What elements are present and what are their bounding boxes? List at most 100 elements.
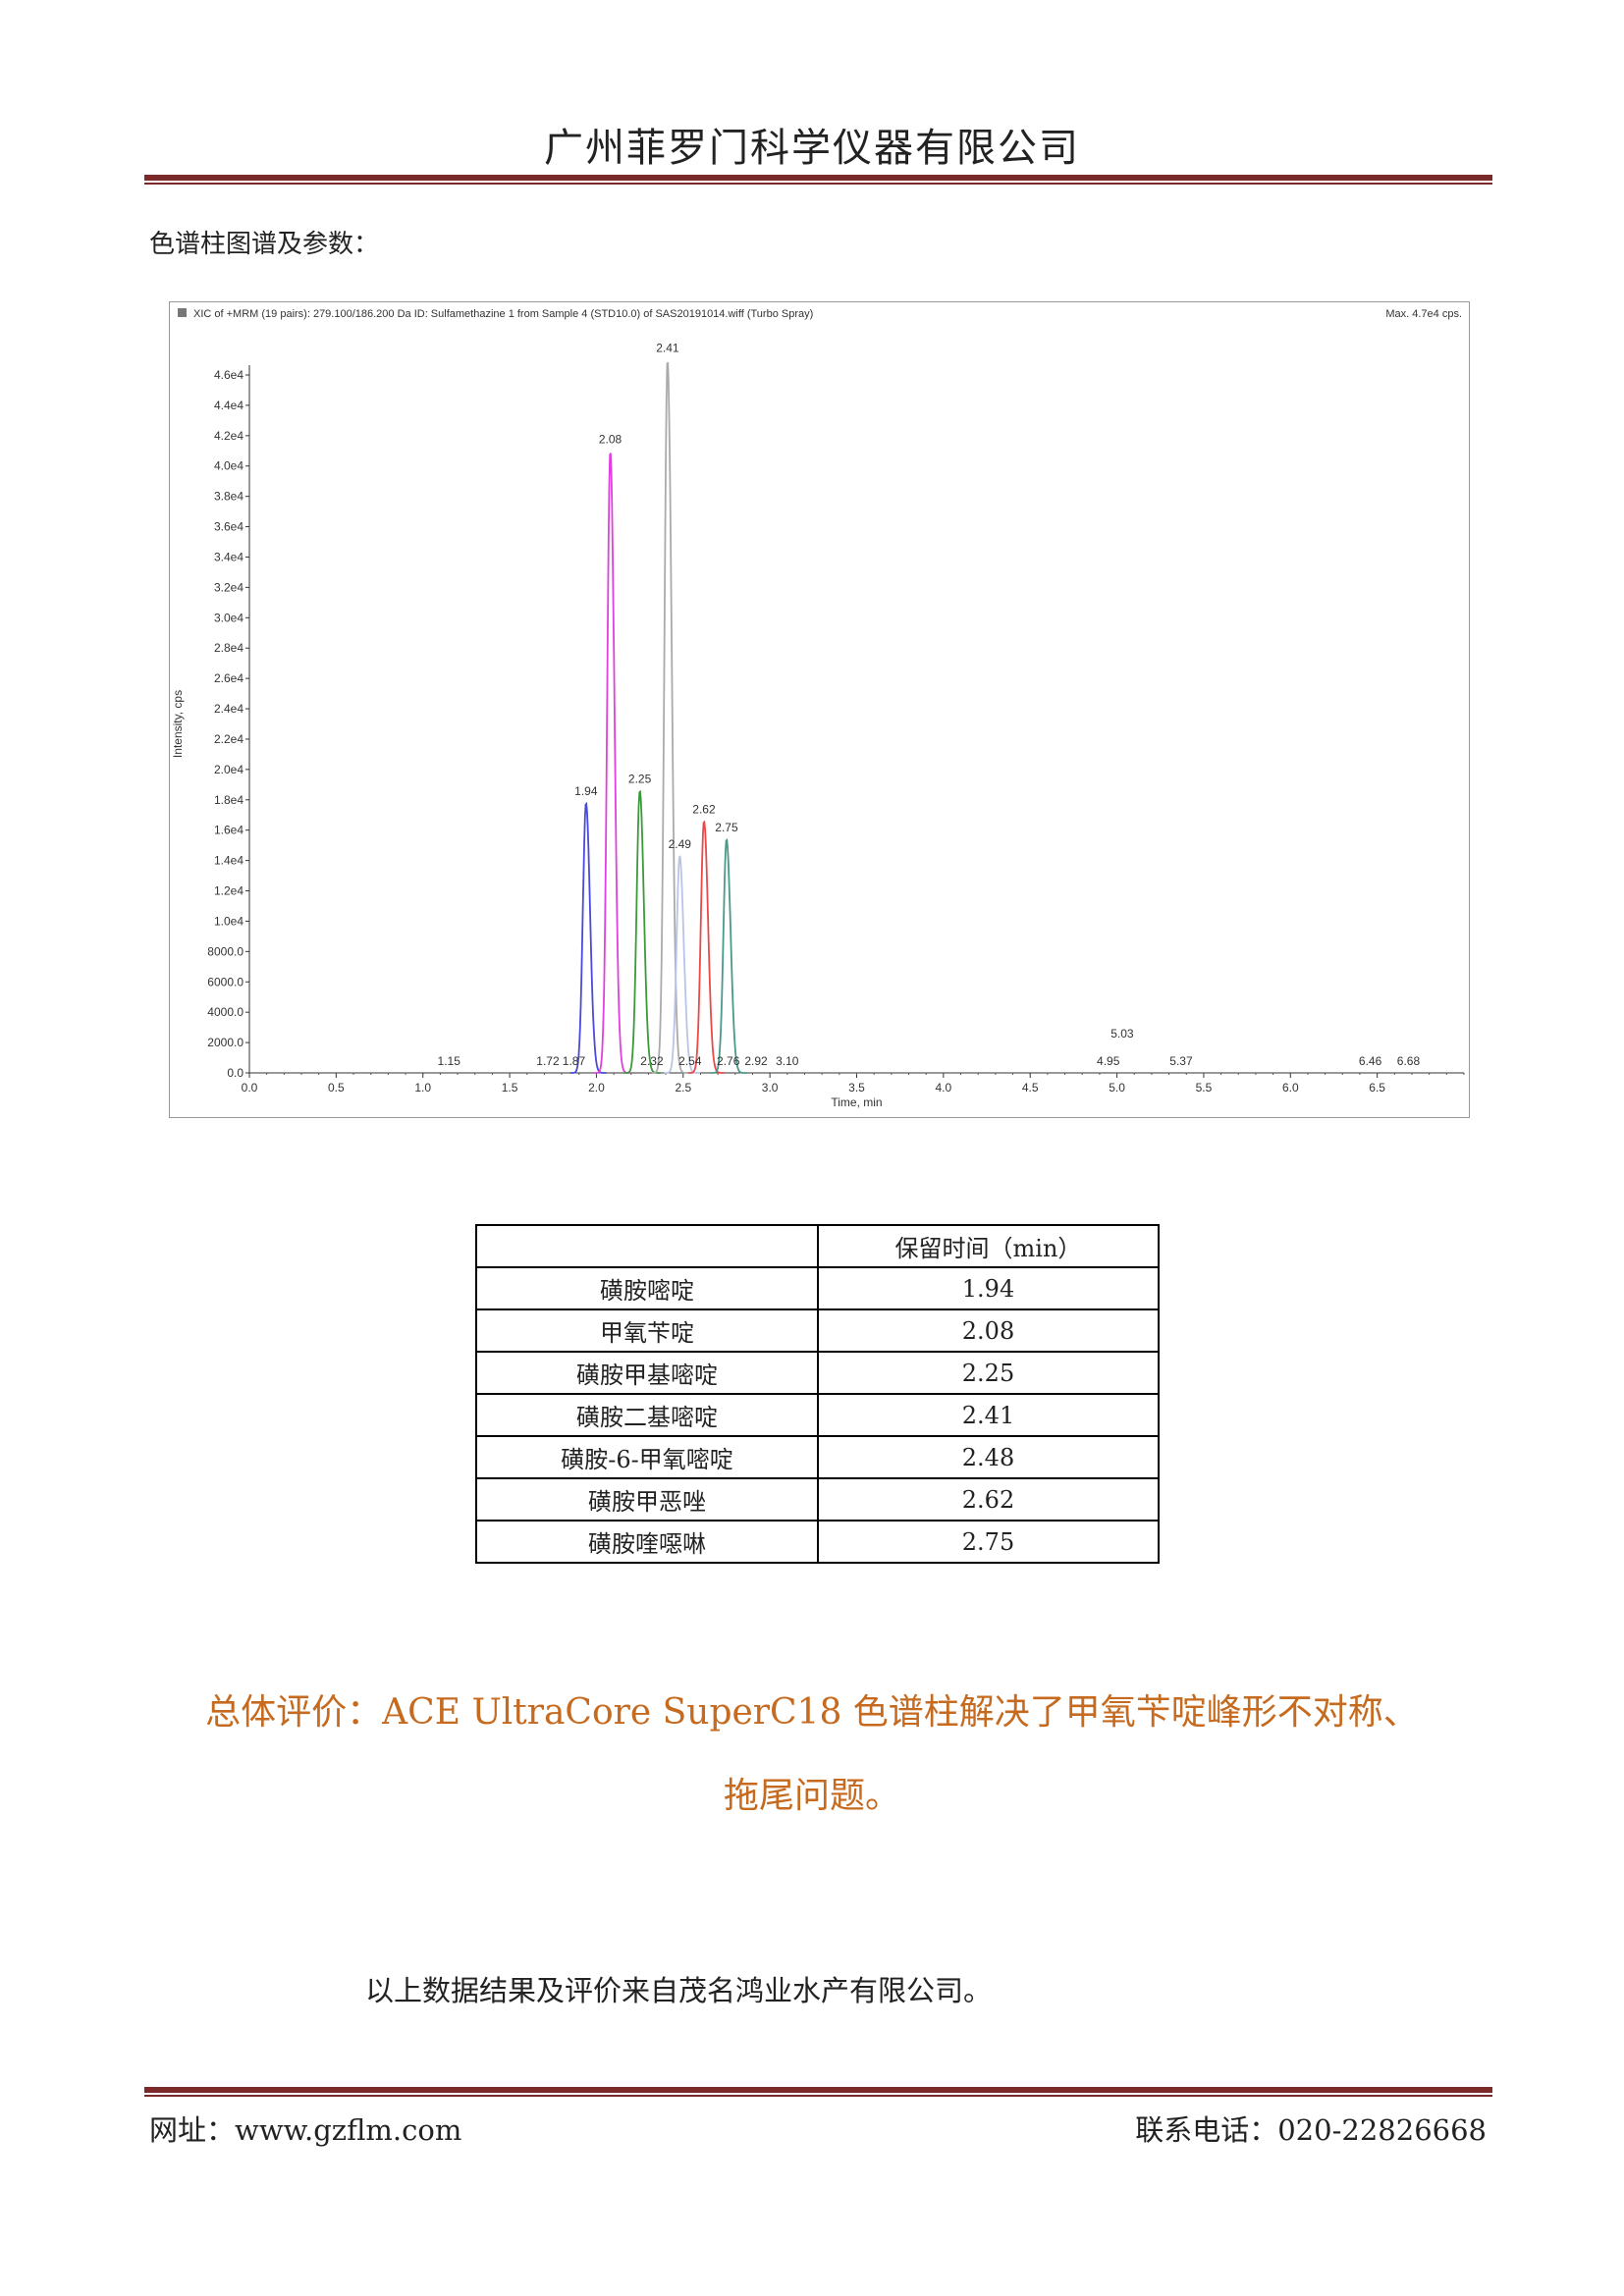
x-tick-label: 3.0 xyxy=(762,1081,779,1095)
minor-peak-label: 2.76 xyxy=(717,1054,740,1068)
compound-cell: 甲氧苄啶 xyxy=(475,1308,819,1353)
x-tick-label: 1.5 xyxy=(502,1081,518,1095)
x-tick-label: 4.5 xyxy=(1022,1081,1039,1095)
y-tick-label: 4.4e4 xyxy=(214,399,244,412)
y-tick-label: 1.8e4 xyxy=(214,793,244,807)
y-tick-label: 3.4e4 xyxy=(214,550,244,563)
header-cell: 保留时间（min） xyxy=(817,1224,1160,1268)
minor-peak-label: 1.72 xyxy=(536,1054,560,1068)
footer-website: 网址：www.gzflm.com xyxy=(149,2113,462,2147)
compound-cell: 磺胺甲恶唑 xyxy=(475,1477,819,1522)
footer-phone: 联系电话：020-22826668 xyxy=(1135,2113,1487,2147)
y-tick-label: 4.2e4 xyxy=(214,429,244,443)
table-row: 磺胺甲基嘧啶 2.25 xyxy=(475,1351,1160,1395)
minor-peak-label: 5.03 xyxy=(1110,1027,1134,1041)
footer-rule-thin xyxy=(144,2095,1492,2097)
x-tick-label: 4.0 xyxy=(936,1081,952,1095)
minor-peak-label: 2.32 xyxy=(640,1054,664,1068)
minor-peak-label: 1.87 xyxy=(563,1054,586,1068)
table-row: 磺胺二基嘧啶 2.41 xyxy=(475,1393,1160,1437)
peak-trace xyxy=(623,789,661,1074)
minor-peak-label: 6.68 xyxy=(1397,1054,1421,1068)
y-tick-label: 4.6e4 xyxy=(214,368,244,382)
minor-peak-label: 2.92 xyxy=(744,1054,768,1068)
peak-label: 2.08 xyxy=(599,432,623,446)
y-tick-label: 2.0e4 xyxy=(214,763,244,776)
rt-cell: 2.75 xyxy=(817,1520,1160,1564)
table-row: 磺胺-6-甲氧嘧啶 2.48 xyxy=(475,1435,1160,1479)
legend-marker xyxy=(178,308,187,317)
minor-peak-label: 5.37 xyxy=(1169,1054,1193,1068)
minor-peak-label: 2.54 xyxy=(678,1054,702,1068)
y-tick-label: 8000.0 xyxy=(207,944,244,958)
header-rule-thin xyxy=(144,183,1492,185)
table-header-row: 保留时间（min） xyxy=(475,1224,1160,1268)
compound-cell: 磺胺嘧啶 xyxy=(475,1266,819,1310)
evaluation-line-2: 拖尾问题。 xyxy=(723,1776,900,1816)
y-tick-label: 1.6e4 xyxy=(214,824,244,837)
minor-peak-label: 1.15 xyxy=(438,1054,461,1068)
rt-cell: 2.48 xyxy=(817,1435,1160,1479)
y-tick-label: 3.8e4 xyxy=(214,490,244,504)
y-axis-label: Intensity, cps xyxy=(171,690,185,758)
x-axis-label: Time, min xyxy=(831,1095,882,1109)
chart-title: XIC of +MRM (19 pairs): 279.100/186.200 … xyxy=(193,308,813,320)
peak-label: 2.49 xyxy=(669,837,692,851)
y-tick-label: 2.8e4 xyxy=(214,641,244,655)
compound-cell: 磺胺二基嘧啶 xyxy=(475,1393,819,1437)
rt-cell: 1.94 xyxy=(817,1266,1160,1310)
y-tick-label: 1.2e4 xyxy=(214,884,244,898)
table-row: 甲氧苄啶 2.08 xyxy=(475,1308,1160,1353)
retention-table: 保留时间（min） 磺胺嘧啶 1.94 甲氧苄啶 2.08 磺胺甲基嘧啶 2.25 磺… xyxy=(475,1224,1160,1564)
peak-trace xyxy=(569,801,607,1074)
y-tick-label: 1.0e4 xyxy=(214,914,244,928)
y-tick-label: 1.4e4 xyxy=(214,854,244,868)
x-tick-label: 2.0 xyxy=(588,1081,605,1095)
peak-trace xyxy=(688,820,725,1074)
rt-cell: 2.25 xyxy=(817,1351,1160,1395)
x-tick-label: 2.5 xyxy=(675,1081,691,1095)
company-title: 广州菲罗门科学仪器有限公司 xyxy=(544,126,1080,171)
rt-cell: 2.62 xyxy=(817,1477,1160,1522)
peak-trace xyxy=(664,855,701,1074)
peak-label: 1.94 xyxy=(574,784,598,798)
peak-label: 2.25 xyxy=(628,773,652,786)
y-tick-label: 4.0e4 xyxy=(214,459,244,473)
minor-peak-label: 6.46 xyxy=(1359,1054,1382,1068)
y-tick-label: 3.2e4 xyxy=(214,580,244,594)
rt-cell: 2.08 xyxy=(817,1308,1160,1353)
y-tick-label: 2000.0 xyxy=(207,1036,244,1049)
peak-label: 2.75 xyxy=(715,821,738,834)
table-row: 磺胺嘧啶 1.94 xyxy=(475,1266,1160,1310)
x-tick-label: 0.0 xyxy=(242,1081,258,1095)
peak-label: 2.41 xyxy=(656,342,679,355)
y-tick-label: 2.6e4 xyxy=(214,671,244,685)
x-tick-label: 5.0 xyxy=(1109,1081,1125,1095)
x-tick-label: 6.5 xyxy=(1369,1081,1385,1095)
footer-rule xyxy=(144,2087,1492,2093)
y-tick-label: 0.0 xyxy=(227,1066,244,1080)
max-label: Max. 4.7e4 cps. xyxy=(1385,308,1462,320)
header-rule xyxy=(144,175,1492,181)
section-title: 色谱柱图谱及参数： xyxy=(149,230,380,259)
x-tick-label: 1.0 xyxy=(414,1081,431,1095)
peak-trace xyxy=(652,361,688,1074)
minor-peak-label: 3.10 xyxy=(776,1054,799,1068)
x-tick-label: 3.5 xyxy=(848,1081,865,1095)
y-tick-label: 3.0e4 xyxy=(214,611,244,624)
y-tick-label: 2.2e4 xyxy=(214,732,244,746)
header-cell xyxy=(475,1224,819,1268)
y-tick-label: 4000.0 xyxy=(207,1005,244,1019)
chromatogram-svg: XIC of +MRM (19 pairs): 279.100/186.200 … xyxy=(171,308,1465,1109)
evaluation-line-1: 总体评价：ACE UltraCore SuperC18 色谱柱解决了甲氧苄啶峰形… xyxy=(205,1692,1419,1733)
compound-cell: 磺胺甲基嘧啶 xyxy=(475,1351,819,1395)
x-tick-label: 6.0 xyxy=(1282,1081,1299,1095)
peak-trace xyxy=(711,837,747,1074)
peak-label: 2.62 xyxy=(692,802,716,816)
chromatogram: XIC of +MRM (19 pairs): 279.100/186.200 … xyxy=(169,301,1470,1118)
y-tick-label: 3.6e4 xyxy=(214,520,244,534)
minor-peak-label: 4.95 xyxy=(1097,1054,1120,1068)
x-tick-label: 0.5 xyxy=(328,1081,345,1095)
x-tick-label: 5.5 xyxy=(1196,1081,1213,1095)
